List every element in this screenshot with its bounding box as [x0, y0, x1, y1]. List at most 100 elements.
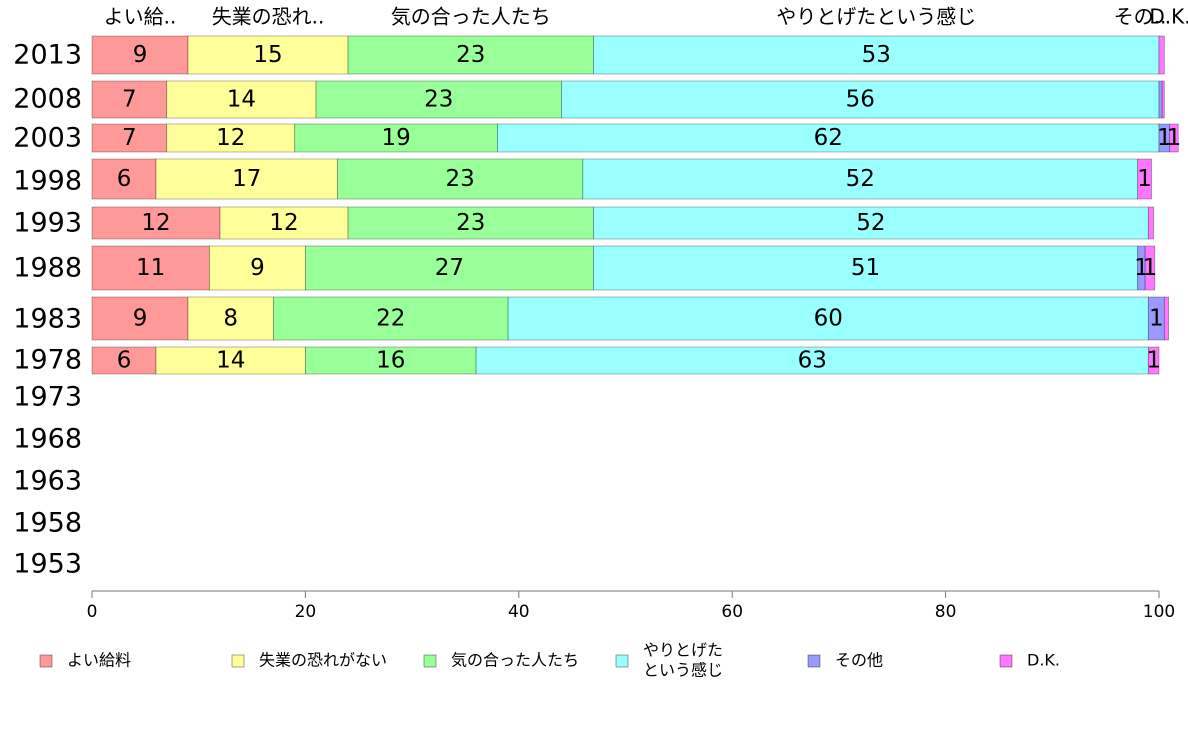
bar-value-1988-5: 1 [1143, 255, 1158, 281]
bar-segment-1993-0 [91, 206, 221, 240]
bar-value-1983-2: 22 [376, 306, 405, 332]
bar-segment-1978-0 [91, 346, 157, 375]
bar-segment-1983-0 [91, 296, 189, 341]
legend-label-4: その他 [835, 651, 883, 670]
bar-value-2003-2: 19 [381, 125, 410, 151]
bar-segment-1993-5 [1147, 206, 1155, 240]
bar-segment-1998-5 [1137, 158, 1152, 200]
bar-value-1993-1: 12 [269, 210, 298, 236]
bar-value-1988-2: 27 [435, 255, 464, 281]
bar-segment-2003-1 [166, 123, 296, 153]
bar-segment-2013-5 [1158, 35, 1165, 75]
year-label-2003: 2003 [13, 123, 82, 154]
bar-value-1983-1: 8 [223, 306, 238, 332]
bar-value-1998-3: 52 [846, 166, 875, 192]
bar-segment-1998-2 [337, 158, 584, 200]
bar-value-2008-2: 23 [424, 87, 453, 113]
bar-segment-2008-3 [561, 80, 1160, 119]
legend-label-3-line0: やりとげた [643, 641, 723, 660]
bar-segment-2008-2 [315, 80, 562, 119]
column-header-3: やりとげたという感じ [776, 5, 976, 29]
bar-value-1998-2: 23 [445, 166, 474, 192]
bar-value-1978-5: 1 [1146, 348, 1161, 374]
bar-value-2003-4: 1 [1157, 125, 1172, 151]
bar-segment-1978-5 [1147, 346, 1160, 375]
bar-segment-2008-0 [91, 80, 168, 119]
bar-value-1988-0: 11 [136, 255, 165, 281]
bar-segment-1998-3 [582, 158, 1139, 200]
year-label-1968: 1968 [13, 424, 82, 455]
bar-value-2013-0: 9 [133, 42, 148, 68]
x-tick-label-40: 40 [508, 602, 530, 622]
bar-value-2013-2: 23 [456, 42, 485, 68]
bar-value-1998-1: 17 [232, 166, 261, 192]
bar-segment-1988-1 [208, 245, 306, 291]
bar-value-1988-4: 1 [1134, 255, 1149, 281]
bar-value-2008-0: 7 [122, 87, 137, 113]
x-tick-label-0: 0 [87, 602, 98, 622]
column-header-1: 失業の恐れ.. [212, 5, 325, 29]
bar-value-1983-4: 1 [1149, 306, 1164, 332]
legend-label-1: 失業の恐れがない [259, 651, 387, 670]
bar-value-1998-5: 1 [1137, 166, 1152, 192]
legend-swatch-3 [615, 654, 629, 668]
bar-value-2013-1: 15 [253, 42, 282, 68]
bar-value-1988-3: 51 [851, 255, 880, 281]
bar-segment-1988-2 [304, 245, 594, 291]
bar-segment-2008-5 [1161, 80, 1165, 119]
bar-value-1993-0: 12 [141, 210, 170, 236]
bar-segment-1993-2 [347, 206, 594, 240]
bar-value-1978-3: 63 [798, 348, 827, 374]
year-label-1963: 1963 [13, 466, 82, 497]
bar-segment-2003-0 [91, 123, 168, 153]
bar-segment-2003-5 [1169, 123, 1179, 153]
bar-value-2008-1: 14 [227, 87, 256, 113]
x-tick-label-100: 100 [1143, 602, 1175, 622]
year-label-2008: 2008 [13, 84, 82, 115]
bar-segment-1988-3 [593, 245, 1139, 291]
bar-value-2003-1: 12 [216, 125, 245, 151]
bar-segment-2008-4 [1158, 80, 1163, 119]
bar-segment-1983-1 [187, 296, 274, 341]
bar-segment-2013-3 [593, 35, 1160, 75]
bar-value-2008-3: 56 [846, 87, 875, 113]
year-label-1993: 1993 [13, 208, 82, 239]
year-label-1958: 1958 [13, 508, 82, 539]
bar-segment-1998-1 [155, 158, 338, 200]
column-header-0: よい給.. [104, 5, 177, 29]
bar-segment-1988-0 [91, 245, 210, 291]
x-tick-label-80: 80 [935, 602, 957, 622]
bar-value-1993-3: 52 [856, 210, 885, 236]
year-label-1983: 1983 [13, 304, 82, 335]
bar-value-1993-2: 23 [456, 210, 485, 236]
bar-segment-1998-0 [91, 158, 157, 200]
bar-value-1988-1: 9 [250, 255, 265, 281]
year-label-1978: 1978 [13, 345, 82, 376]
bar-segment-1983-5 [1163, 296, 1170, 341]
bar-value-2003-3: 62 [814, 125, 843, 151]
bar-value-1983-3: 60 [814, 306, 843, 332]
bar-value-1983-0: 9 [133, 306, 148, 332]
legend-label-2: 気の合った人たち [451, 651, 579, 670]
bar-segment-1993-3 [593, 206, 1149, 240]
year-label-1953: 1953 [13, 549, 82, 580]
legend-swatch-0 [39, 654, 53, 668]
bar-segment-1978-3 [475, 346, 1149, 375]
bar-segment-1978-1 [155, 346, 306, 375]
bar-segment-2013-1 [187, 35, 349, 75]
bar-segment-1983-3 [507, 296, 1149, 341]
year-label-2013: 2013 [13, 40, 82, 71]
bar-value-2003-0: 7 [122, 125, 137, 151]
legend-swatch-1 [231, 654, 245, 668]
legend-label-5: D.K. [1027, 651, 1060, 670]
legend-label-3-line1: という感じ [643, 661, 723, 680]
column-header-2: 気の合った人たち [391, 5, 551, 29]
bar-segment-2013-0 [91, 35, 189, 75]
legend-swatch-5 [999, 654, 1013, 668]
legend-swatch-2 [423, 654, 437, 668]
column-header-5: D.K. [1149, 5, 1188, 29]
legend-label-0: よい給料 [67, 651, 131, 670]
bar-segment-2013-2 [347, 35, 594, 75]
